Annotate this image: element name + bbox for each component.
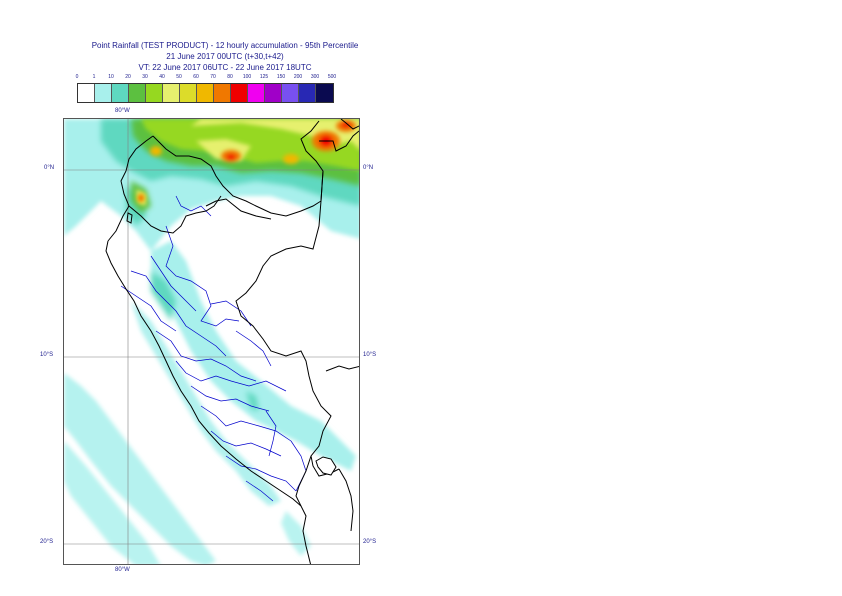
lat-label-left-0: 0°N	[44, 165, 55, 171]
legend-tick-label: 10	[108, 74, 114, 80]
legend-swatch	[248, 84, 265, 102]
legend-tick-label: 200	[293, 74, 303, 80]
lat-label-right-10: 10°S	[363, 352, 377, 358]
legend-swatch	[214, 84, 231, 102]
legend-tick-label: 150	[276, 74, 286, 80]
legend-tick-label: 30	[142, 74, 148, 80]
legend-swatch	[265, 84, 282, 102]
legend-swatch	[316, 84, 333, 102]
lat-label-right-20: 20°S	[363, 539, 377, 545]
chart-title: Point Rainfall (TEST PRODUCT) - 12 hourl…	[40, 40, 410, 73]
legend-swatch	[163, 84, 180, 102]
legend-swatch	[129, 84, 146, 102]
lat-label-left-10: 10°S	[40, 352, 54, 358]
legend-tick-label: 100	[242, 74, 252, 80]
legend-tick-label: 60	[193, 74, 199, 80]
title-line-2: 21 June 2017 00UTC (t+30,t+42)	[166, 52, 284, 61]
country-borders	[105, 119, 359, 564]
legend-swatch	[146, 84, 163, 102]
color-legend	[77, 83, 334, 103]
legend-ticks: 0 1 10 20 30 40 50 60 70 80 100 125 150 200 300 500	[72, 74, 362, 84]
legend-swatch	[78, 84, 95, 102]
lat-label-left-20: 20°S	[40, 539, 54, 545]
legend-tick-label: 20	[125, 74, 131, 80]
lon-label-top: 80°W	[115, 108, 130, 114]
legend-tick-label: 40	[159, 74, 165, 80]
region-boundaries	[120, 195, 307, 502]
title-line-3: VT: 22 June 2017 06UTC - 22 June 2017 18…	[138, 63, 312, 72]
legend-swatch	[231, 84, 248, 102]
legend-tick-label: 125	[259, 74, 269, 80]
legend-tick-label: 50	[176, 74, 182, 80]
legend-tick-label: 500	[327, 74, 337, 80]
lon-label-bottom: 80°W	[115, 567, 130, 573]
legend-swatch	[197, 84, 214, 102]
title-line-1: Point Rainfall (TEST PRODUCT) - 12 hourl…	[91, 41, 359, 50]
rainfall-map	[64, 119, 359, 564]
legend-swatch	[282, 84, 299, 102]
rain-heavy-areas	[137, 120, 356, 203]
legend-tick-label: 0	[75, 74, 79, 80]
legend-tick-label: 70	[210, 74, 216, 80]
legend-swatch	[112, 84, 129, 102]
legend-tick-label: 1	[92, 74, 96, 80]
map-panel[interactable]	[63, 118, 360, 565]
legend-tick-label: 300	[310, 74, 320, 80]
legend-swatch	[95, 84, 112, 102]
legend-swatch	[180, 84, 197, 102]
graticule	[64, 119, 359, 564]
lat-label-right-0: 0°N	[363, 165, 374, 171]
legend-tick-label: 80	[227, 74, 233, 80]
legend-swatch	[299, 84, 316, 102]
